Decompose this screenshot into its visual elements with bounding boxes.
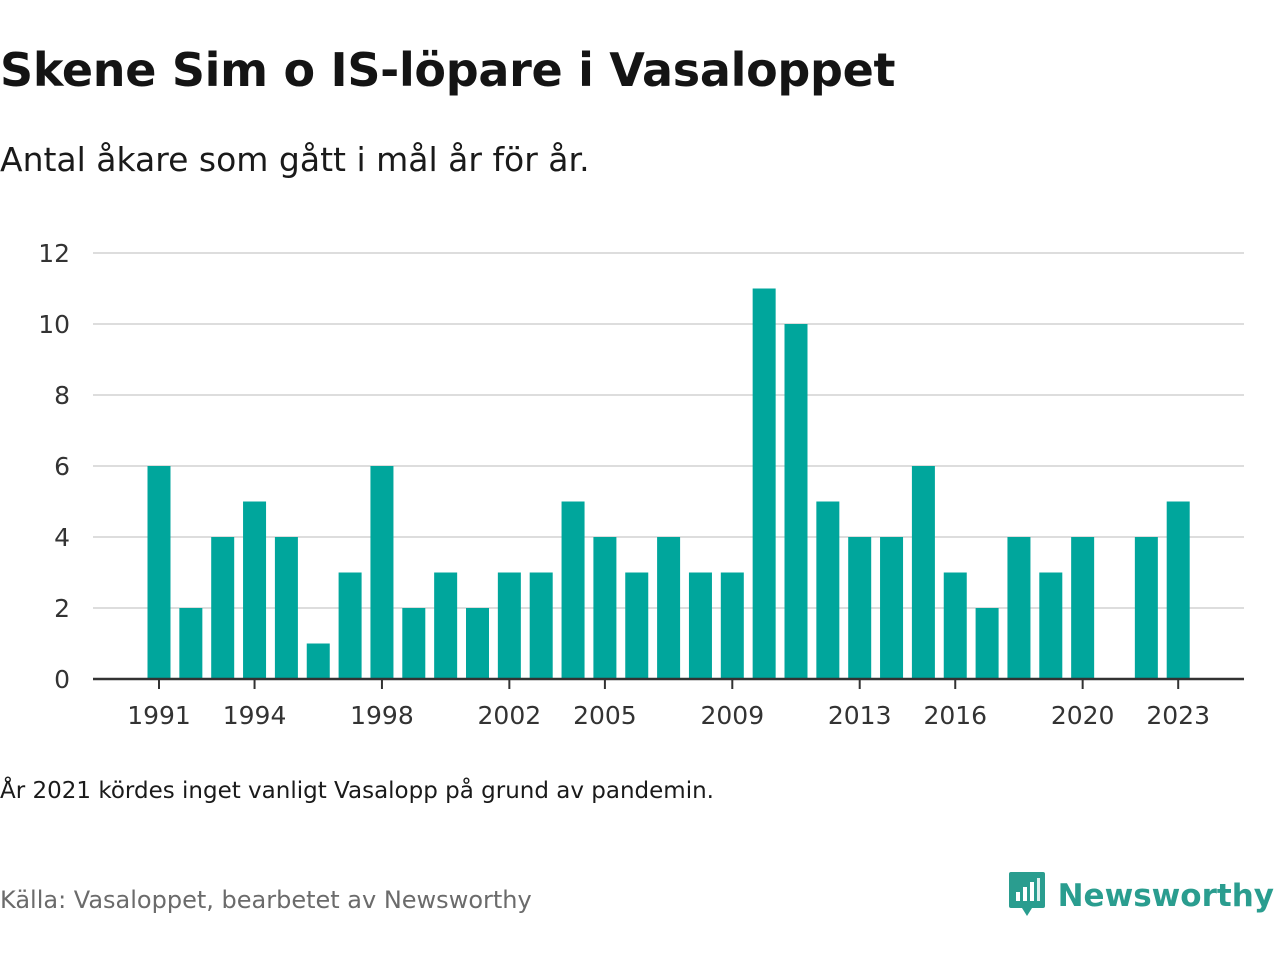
bar-2008	[688, 572, 712, 679]
x-tick-label: 2005	[573, 701, 637, 730]
x-tick-label: 2016	[923, 701, 987, 730]
chart-title: Skene Sim o IS-löpare i Vasaloppet	[0, 43, 896, 97]
bar-chart: 0 2 4 6 8 10 12 1991 1994 1998 2002 2005 2009 2013 201…	[38, 239, 1244, 730]
bar-2009	[720, 572, 744, 679]
bar-2022	[1134, 537, 1158, 679]
bar-2011	[784, 324, 808, 679]
brand-logo[interactable]: Newsworthy	[1008, 872, 1274, 920]
y-tick-label: 12	[38, 239, 70, 268]
y-tick-label: 0	[54, 665, 70, 694]
newsworthy-logo-icon	[1008, 870, 1046, 922]
x-tick-label: 2009	[700, 701, 764, 730]
y-tick-label: 8	[54, 381, 70, 410]
bar-1999	[402, 608, 426, 679]
bar-2019	[1039, 572, 1063, 679]
bar-2014	[880, 537, 904, 679]
bar-2017	[975, 608, 999, 679]
x-tick-label: 1991	[127, 701, 191, 730]
y-tick-label: 10	[38, 310, 70, 339]
bar-2003	[529, 572, 553, 679]
bar-1997	[338, 572, 362, 679]
bar-1998	[370, 466, 394, 679]
x-tick-label: 1998	[350, 701, 414, 730]
bars	[147, 288, 1190, 679]
bar-2000	[434, 572, 458, 679]
bar-1992	[179, 608, 203, 679]
bar-1995	[274, 537, 298, 679]
x-tick-label: 2002	[478, 701, 542, 730]
bar-2020	[1071, 537, 1095, 679]
bar-2013	[848, 537, 872, 679]
bar-2012	[816, 501, 840, 679]
bar-1994	[243, 501, 267, 679]
bar-1996	[306, 643, 330, 679]
source-credit: Källa: Vasaloppet, bearbetet av Newswort…	[0, 886, 532, 914]
bar-2004	[561, 501, 585, 679]
x-tick-label: 2020	[1051, 701, 1115, 730]
bar-2006	[625, 572, 649, 679]
bar-2015	[911, 466, 935, 679]
x-tick-label: 2023	[1146, 701, 1210, 730]
bar-2010	[752, 288, 776, 679]
bar-2001	[466, 608, 489, 679]
chart-note: År 2021 kördes inget vanligt Vasalopp på…	[0, 778, 714, 804]
bar-2023	[1166, 501, 1190, 679]
x-tick-label: 1994	[223, 701, 287, 730]
y-tick-label: 6	[54, 452, 70, 481]
bar-2002	[497, 572, 521, 679]
y-tick-label: 2	[54, 594, 70, 623]
axes: 0 2 4 6 8 10 12 1991 1994 1998 2002 2005 2009 2013 201…	[38, 239, 1244, 730]
bar-2007	[657, 537, 681, 679]
y-tick-label: 4	[54, 523, 70, 552]
x-tick-label: 2013	[828, 701, 892, 730]
bar-1993	[211, 537, 235, 679]
brand-name: Newsworthy	[1057, 878, 1274, 914]
bar-2016	[943, 572, 967, 679]
bar-1991	[147, 466, 171, 679]
chart-subtitle: Antal åkare som gått i mål år för år.	[0, 140, 590, 179]
bar-2005	[593, 537, 617, 679]
bar-2018	[1007, 537, 1031, 679]
